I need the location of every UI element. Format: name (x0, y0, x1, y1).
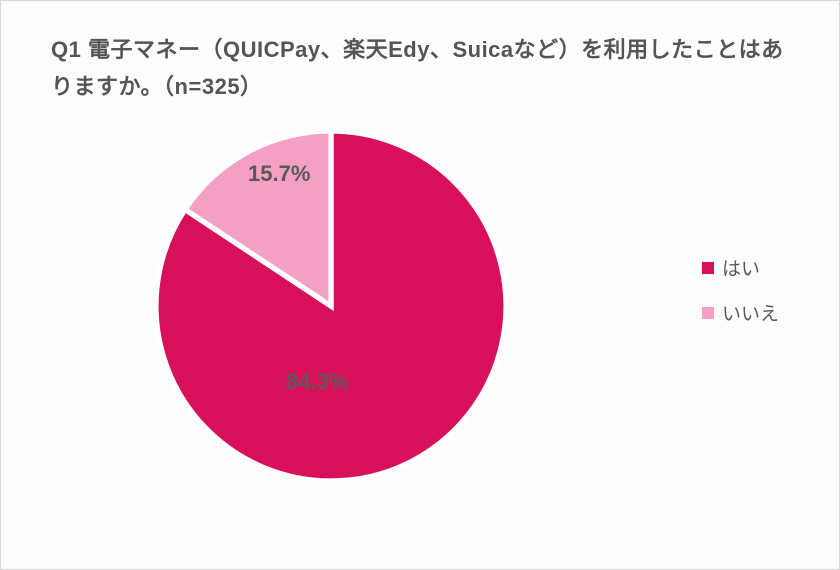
legend: はい いいえ (702, 254, 779, 326)
legend-swatch-yes (702, 262, 714, 274)
pie-svg (156, 131, 506, 481)
legend-swatch-no (702, 307, 714, 319)
legend-text-no: いいえ (722, 299, 779, 326)
pie-chart: 84.3% 15.7% (156, 131, 506, 481)
chart-container: Q1 電子マネー（QUICPay、楽天Edy、Suicaなど）を利用したことはあ… (0, 0, 840, 570)
legend-item-yes: はい (702, 254, 779, 281)
legend-item-no: いいえ (702, 299, 779, 326)
chart-title: Q1 電子マネー（QUICPay、楽天Edy、Suicaなど）を利用したことはあ… (51, 31, 789, 106)
legend-text-yes: はい (722, 254, 760, 281)
